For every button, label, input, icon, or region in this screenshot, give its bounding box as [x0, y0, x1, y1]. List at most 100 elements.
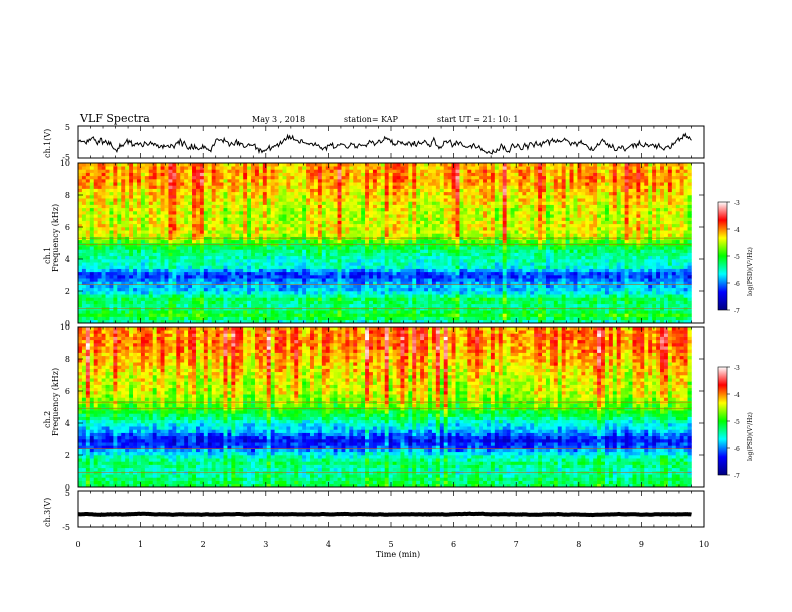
ch1-spectrogram-cell [105, 195, 110, 199]
ch1-spectrogram-cell [85, 179, 91, 183]
ch1-spectrogram-cell [431, 316, 437, 321]
ch1-spectrogram-cell [184, 201, 189, 205]
ch1-spectrogram-cell [207, 281, 212, 285]
ch1-spectrogram-cell [282, 249, 287, 253]
ch1-spectrogram-cell [243, 179, 248, 183]
ch1-spectrogram-cell [160, 204, 165, 209]
ch1-spectrogram-cell [353, 287, 358, 292]
ch1-spectrogram-cell [337, 300, 342, 305]
ch1-spectrogram-cell [223, 300, 228, 305]
ch1-spectrogram-cell [372, 262, 378, 266]
ch1-spectrogram-cell [353, 239, 358, 244]
ch1-spectrogram-cell [180, 291, 185, 295]
ch1-spectrogram-cell [317, 211, 323, 215]
ch1-spectrogram-cell [416, 227, 421, 231]
ch1-spectrogram-cell [369, 265, 374, 269]
ch1-spectrogram-cell [396, 211, 401, 215]
ch1-spectrogram-cell [266, 316, 271, 321]
ch1-spectrogram-cell [258, 268, 264, 273]
ch1-spectrogram-cell [251, 185, 256, 189]
ch1-spectrogram-cell [408, 284, 413, 289]
ch1-spectrogram-cell [160, 268, 165, 273]
ch1-spectrogram-cell [408, 163, 413, 167]
ch1-spectrogram-cell [93, 316, 98, 321]
ch1-spectrogram-cell [219, 175, 224, 180]
ch1-spectrogram-cell [251, 169, 256, 173]
ch1-spectrogram-cell [447, 239, 452, 244]
ch1-spectrogram-cell [345, 252, 350, 257]
ch1-spectrogram-cell [109, 214, 114, 218]
ch1-spectrogram-cell [243, 271, 248, 276]
ch1-spectrogram-cell [400, 284, 405, 289]
ch1-spectrogram-cell [195, 227, 201, 231]
ch1-spectrogram-cell [278, 294, 283, 298]
ch1-spectrogram-cell [435, 319, 441, 324]
ch1-spectrogram-cell [396, 195, 401, 199]
ch1-spectrogram-cell [121, 217, 126, 221]
ch1-spectrogram-cell [231, 172, 236, 177]
ch1-spectrogram-cell [219, 284, 224, 289]
ch1-spectrogram-cell [439, 319, 445, 324]
ch1-spectrogram-cell [211, 233, 216, 237]
ch1-spectrogram-cell [400, 255, 405, 260]
ch1-spectrogram-cell [298, 265, 303, 269]
ch1-spectrogram-cell [203, 172, 209, 177]
ch1-spectrogram-cell [321, 185, 327, 189]
ch1-spectrogram-cell [227, 166, 232, 170]
ch1-spectrogram-cell [254, 262, 260, 266]
ch1-spectrogram-cell [404, 275, 409, 279]
ch1-spectrogram-cell [302, 230, 307, 234]
ch1-spectrogram-cell [376, 223, 382, 228]
ch1-spectrogram-cell [357, 185, 362, 189]
ch1-spectrogram-cell [266, 204, 271, 209]
ch1-spectrogram-cell [133, 239, 138, 244]
ch1-spectrogram-cell [192, 268, 197, 273]
ch1-spectrogram-cell [192, 166, 197, 170]
ch1-spectrogram-cell [294, 294, 299, 298]
ch1-spectrogram-cell [101, 252, 106, 257]
ch1-spectrogram-cell [270, 182, 275, 186]
ch1-spectrogram-cell [451, 278, 456, 282]
ch1-spectrogram-cell [184, 278, 189, 282]
ch1-spectrogram-cell [408, 188, 413, 193]
ch1-spectrogram-cell [243, 275, 248, 279]
ch1-spectrogram-cell [129, 182, 134, 186]
ch1-spectrogram-cell [129, 252, 134, 257]
ch1-spectrogram-cell [247, 284, 252, 289]
ch1-spectrogram-cell [459, 191, 464, 196]
ch1-spectrogram-cell [337, 166, 342, 170]
ch1-spectrogram-cell [420, 259, 425, 263]
ch1-spectrogram-cell [376, 166, 382, 170]
ch1-spectrogram-cell [219, 249, 224, 253]
ch1-spectrogram-cell [380, 259, 386, 263]
ch1-spectrogram-cell [211, 188, 216, 193]
ch1-spectrogram-cell [160, 316, 165, 321]
ch1-spectrogram-cell [113, 207, 118, 212]
ch1-spectrogram-cell [455, 255, 460, 260]
ch1-spectrogram-cell [321, 239, 327, 244]
ch1-spectrogram-cell [321, 259, 327, 263]
ch1-spectrogram-cell [278, 313, 283, 317]
ch1-spectrogram-cell [144, 204, 150, 209]
ch1-spectrogram-cell [140, 195, 146, 199]
ch1-spectrogram-cell [243, 175, 248, 180]
ch1-spectrogram-cell [270, 163, 275, 167]
ch1-spectrogram-cell [298, 246, 303, 250]
ch1-spectrogram-cell [353, 233, 358, 237]
ch1-spectrogram-cell [278, 163, 283, 167]
ch1-spectrogram-cell [199, 271, 205, 276]
ch1-spectrogram-cell [239, 275, 244, 279]
ch1-spectrogram-cell [247, 252, 252, 257]
ch1-spectrogram-cell [258, 291, 264, 295]
ch1-spectrogram-cell [443, 172, 448, 177]
ch1-spectrogram-cell [424, 227, 429, 231]
ch1-spectrogram-cell [164, 287, 169, 292]
ch1-spectrogram-cell [290, 294, 295, 298]
ch1-spectrogram-cell [345, 303, 350, 308]
ch1-spectrogram-cell [306, 182, 311, 186]
ch1-spectrogram-cell [125, 217, 130, 221]
ch1-spectrogram-cell [160, 233, 165, 237]
ch1-spectrogram-cell [219, 291, 224, 295]
ch1-spectrogram-cell [455, 169, 460, 173]
ch1-spectrogram-cell [184, 195, 189, 199]
